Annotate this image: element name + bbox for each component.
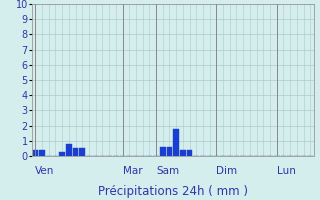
Bar [167,147,172,156]
Bar [79,148,85,156]
Bar [73,148,78,156]
Bar [66,144,72,156]
Bar [39,150,45,156]
Text: Dim: Dim [216,166,237,176]
Bar [180,150,186,156]
Text: Précipitations 24h ( mm ): Précipitations 24h ( mm ) [98,185,248,198]
Bar [59,152,65,156]
Bar [160,147,165,156]
Bar [173,129,179,156]
Text: Lun: Lun [277,166,296,176]
Bar [33,150,38,156]
Text: Ven: Ven [35,166,55,176]
Text: Mar: Mar [123,166,142,176]
Bar [187,150,192,156]
Text: Sam: Sam [156,166,179,176]
